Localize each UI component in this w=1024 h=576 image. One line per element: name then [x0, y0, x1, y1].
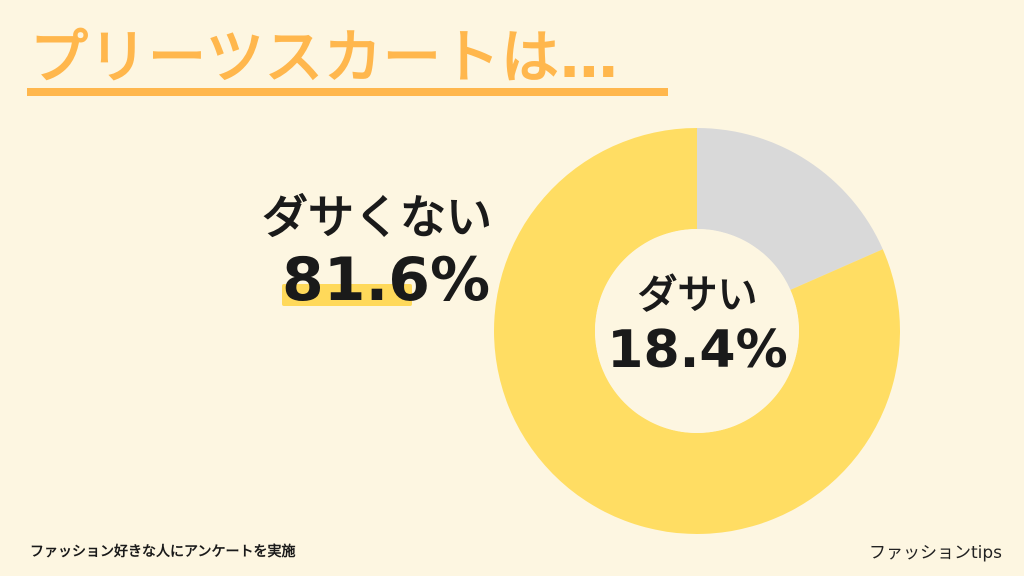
- major-slice-value-wrap: 81.6%: [282, 245, 491, 315]
- major-slice-name: ダサくない: [262, 190, 492, 244]
- brand-logo-text: ファッションtips: [868, 543, 1002, 563]
- survey-footnote: ファッション好きな人にアンケートを実施: [30, 544, 296, 560]
- pie-slice-1: [493, 128, 900, 534]
- donut-hole: [595, 229, 799, 433]
- minor-slice-name: ダサい: [637, 272, 758, 318]
- pie-slice-0: [697, 128, 883, 290]
- minor-slice-value: 18.4%: [607, 320, 788, 380]
- title-underline: [27, 88, 668, 96]
- major-slice-value: 81.6%: [282, 245, 491, 315]
- major-slice-label: ダサくない 81.6%: [262, 190, 502, 312]
- page-title: プリーツスカートは…: [30, 23, 619, 91]
- minor-slice-label: ダサい 18.4%: [595, 272, 800, 380]
- value-highlight-marker: [282, 284, 412, 306]
- donut-chart: [493, 128, 900, 534]
